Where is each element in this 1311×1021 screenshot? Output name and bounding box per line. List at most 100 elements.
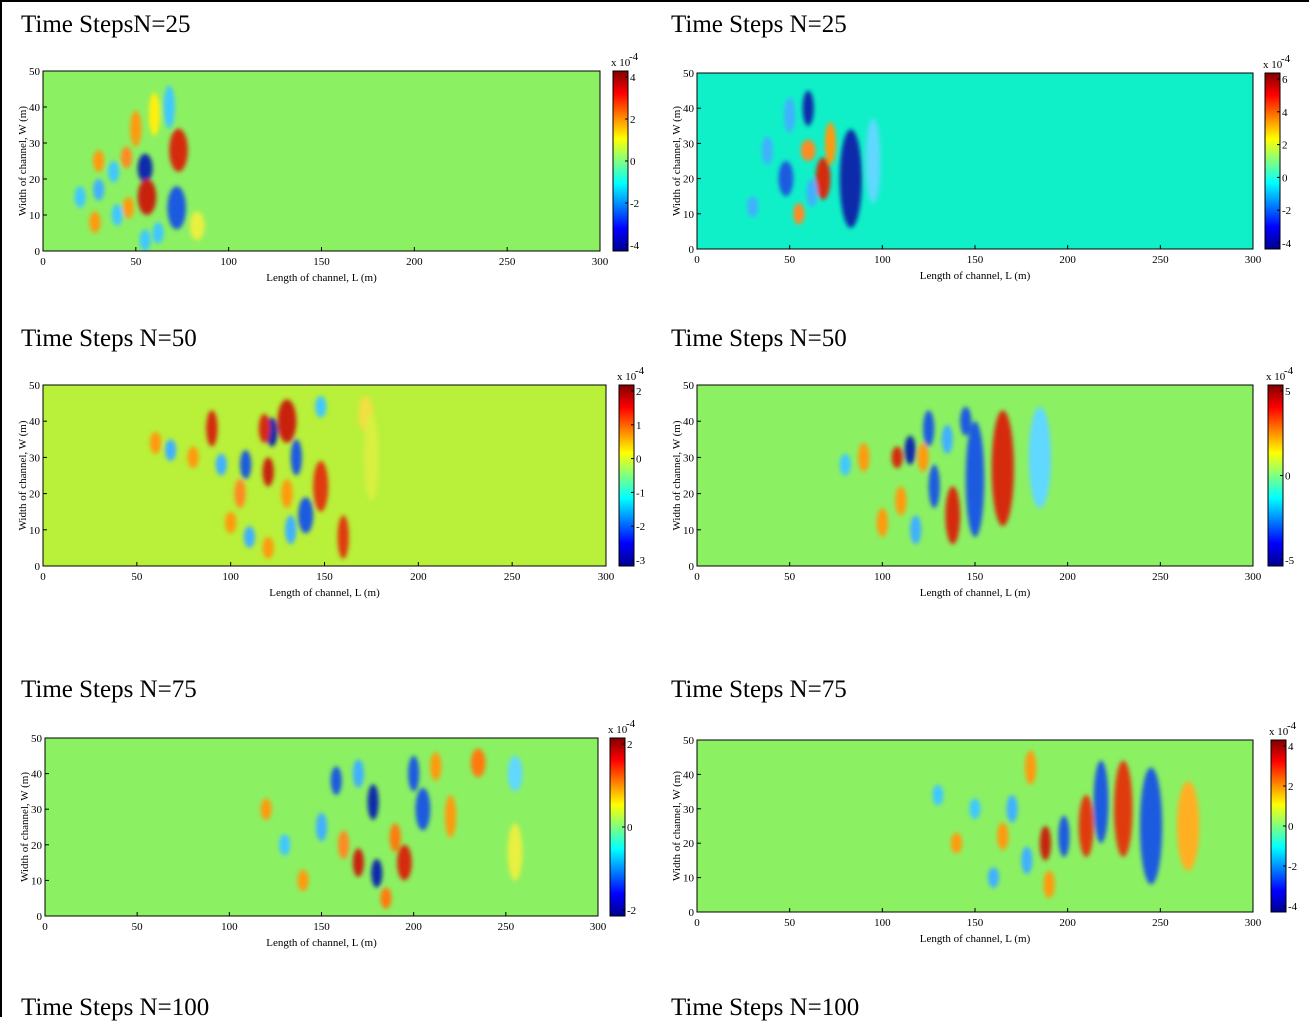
- y-tick-label: 40: [29, 416, 41, 428]
- field-cell: [297, 869, 309, 892]
- field-cell: [371, 859, 383, 888]
- y-tick-label: 0: [689, 244, 695, 256]
- colorbar-tick-label: 2: [630, 114, 636, 126]
- field-cell: [89, 211, 101, 233]
- y-axis-label: Width of channel, W (m): [17, 106, 29, 216]
- field-cell: [1139, 767, 1163, 885]
- y-tick-label: 0: [35, 561, 41, 573]
- field-cell: [1006, 795, 1018, 823]
- y-tick-label: 0: [37, 911, 43, 923]
- colorbar-tick-label: -4: [1288, 901, 1298, 913]
- field-cell: [928, 464, 940, 509]
- x-tick-label: 100: [874, 917, 891, 929]
- x-tick-label: 200: [406, 256, 423, 268]
- y-tick-label: 20: [31, 840, 43, 852]
- colorbar-exponent: x 10: [1263, 59, 1283, 71]
- field-cell: [352, 759, 364, 788]
- field-cell: [315, 395, 327, 418]
- field-cell: [262, 457, 274, 487]
- colorbar-tick-label: 6: [1282, 74, 1288, 86]
- x-tick-label: 50: [131, 571, 143, 583]
- field-cell: [997, 822, 1009, 851]
- panel-title-1: Time StepsN=25: [21, 11, 191, 38]
- x-tick-label: 0: [42, 921, 48, 933]
- colorbar-exponent: x 10: [1266, 371, 1286, 383]
- field-cell: [941, 424, 953, 454]
- field-cell: [315, 812, 328, 842]
- field-cell: [262, 537, 274, 559]
- field-cell: [415, 787, 431, 831]
- field-cell: [793, 203, 805, 225]
- field-cell: [137, 179, 157, 215]
- colorbar-exponent: x 10: [617, 371, 637, 383]
- y-tick-label: 10: [31, 875, 43, 887]
- field-cell: [330, 766, 342, 795]
- field-cell: [1028, 406, 1051, 509]
- field-cell: [313, 461, 329, 512]
- field-cell: [337, 515, 349, 559]
- bottom-title-left: Time Steps N=100: [21, 994, 210, 1021]
- y-tick-label: 30: [683, 804, 695, 816]
- field-cell: [277, 399, 297, 443]
- y-tick-label: 50: [31, 733, 43, 745]
- y-tick-label: 20: [683, 174, 695, 186]
- y-tick-label: 50: [683, 68, 695, 80]
- field-cell: [987, 867, 1000, 888]
- x-tick-label: 250: [499, 256, 516, 268]
- x-tick-label: 250: [1152, 917, 1169, 929]
- colorbar-gradient: [618, 384, 635, 567]
- field-cell: [507, 823, 523, 881]
- x-tick-label: 250: [498, 921, 515, 933]
- x-axis-label: Length of channel, L (m): [266, 937, 377, 949]
- field-cell: [149, 432, 162, 454]
- y-tick-label: 30: [31, 804, 43, 816]
- plot-background: [697, 740, 1253, 912]
- field-cell: [839, 453, 851, 476]
- field-cell: [965, 421, 985, 538]
- x-tick-label: 200: [1059, 571, 1076, 583]
- y-tick-label: 10: [29, 210, 41, 222]
- field-cell: [1025, 750, 1037, 785]
- field-cell: [430, 752, 442, 781]
- x-tick-label: 200: [410, 571, 427, 583]
- x-tick-label: 100: [874, 254, 891, 266]
- field-cell: [802, 90, 814, 126]
- field-cell: [950, 832, 963, 854]
- field-cell: [1078, 795, 1094, 857]
- y-tick-label: 0: [689, 561, 695, 573]
- x-tick-label: 200: [1059, 254, 1076, 266]
- colorbar-tick-label: -4: [1282, 238, 1292, 250]
- y-tick-label: 10: [29, 525, 41, 537]
- colorbar: x 10-4 2 1 0 -1 -2 -3: [617, 365, 646, 567]
- field-cell: [380, 887, 392, 909]
- y-tick-label: 20: [683, 489, 695, 501]
- plot-background: [697, 73, 1253, 249]
- colorbar-tick-label: 0: [1285, 471, 1291, 483]
- field-cell: [338, 830, 350, 860]
- x-tick-label: 0: [40, 571, 46, 583]
- field-cell: [1043, 870, 1055, 899]
- field-cell: [507, 755, 523, 792]
- y-tick-label: 20: [29, 489, 41, 501]
- colorbar-power: -4: [626, 718, 636, 730]
- bottom-title-right: Time Steps N=100: [671, 994, 860, 1021]
- y-tick-label: 10: [683, 209, 695, 221]
- field-cell: [806, 178, 818, 207]
- y-tick-label: 10: [683, 525, 695, 537]
- field-cell: [397, 844, 412, 881]
- field-cell: [969, 798, 981, 820]
- field-cell: [991, 410, 1014, 527]
- colorbar-exponent: x 10: [1269, 726, 1289, 738]
- x-tick-label: 250: [1152, 571, 1169, 583]
- panel-title-6: Time Steps N=75: [671, 676, 847, 703]
- x-tick-label: 300: [590, 921, 607, 933]
- x-tick-label: 50: [132, 921, 144, 933]
- colorbar-tick-label: -2: [1282, 205, 1291, 217]
- colorbar: x 10-4 2 0 -2: [608, 718, 636, 917]
- y-tick-label: 40: [683, 103, 695, 115]
